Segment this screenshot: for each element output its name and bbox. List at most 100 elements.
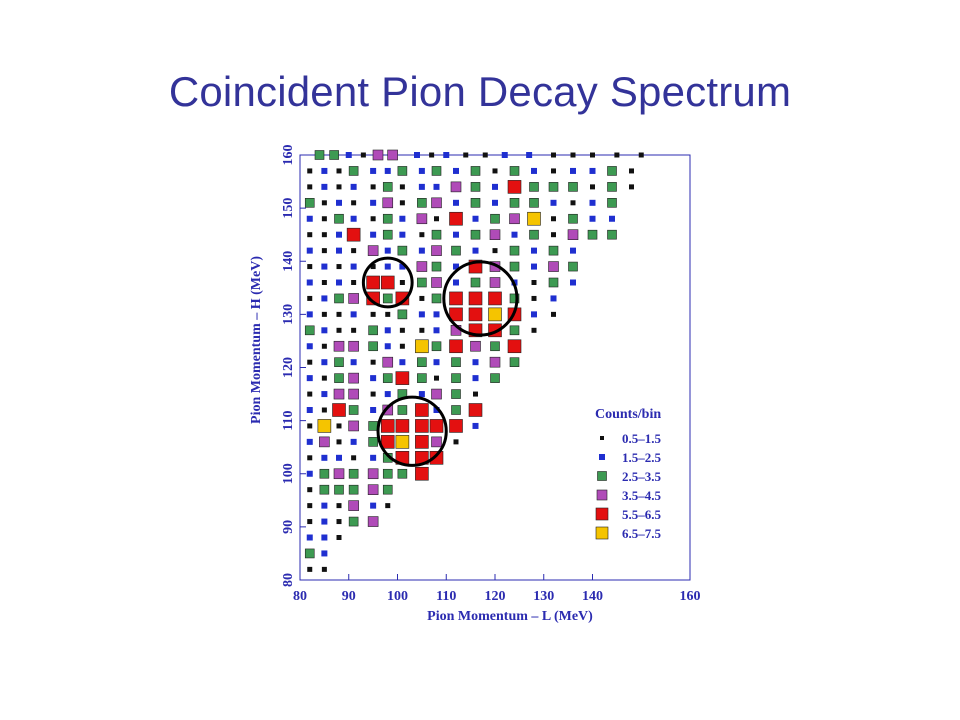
data-point: [501, 152, 508, 158]
data-point: [345, 152, 352, 158]
data-point: [488, 291, 502, 306]
data-point: [370, 391, 376, 397]
data-point: [489, 356, 501, 368]
data-point: [527, 211, 541, 226]
highlight-circle: [361, 256, 414, 309]
data-point: [382, 373, 393, 383]
data-point: [321, 518, 328, 525]
data-point: [321, 327, 328, 334]
data-point: [429, 451, 444, 465]
data-point: [470, 340, 481, 352]
data-point: [304, 198, 315, 208]
data-point: [570, 200, 576, 206]
data-point: [332, 403, 346, 417]
data-point: [397, 245, 408, 256]
data-point: [306, 375, 313, 382]
data-point: [346, 227, 361, 242]
data-point: [384, 167, 391, 174]
data-point: [307, 503, 313, 509]
data-point: [492, 168, 498, 174]
data-point: [417, 357, 427, 367]
data-point: [570, 152, 576, 158]
pion-decay-chart: 80 90 100 110 120 130 140 160 80 90 100 110 120 130 14…: [249, 145, 701, 625]
data-point: [490, 373, 500, 383]
data-point: [531, 263, 537, 270]
data-point: [550, 199, 557, 206]
data-point: [587, 229, 598, 240]
y-tick-label: 150: [281, 198, 296, 219]
legend-title: Counts/bin: [595, 407, 661, 422]
data-point: [451, 245, 461, 256]
data-point: [472, 375, 479, 382]
data-point: [321, 534, 328, 541]
data-point: [453, 231, 459, 238]
data-point: [451, 373, 461, 383]
data-point: [385, 503, 391, 509]
legend-swatch: [599, 454, 605, 460]
data-point: [370, 502, 377, 509]
x-tick-label: 80: [293, 589, 307, 604]
legend-swatch: [597, 471, 607, 481]
legend-swatch: [595, 526, 609, 540]
data-point: [384, 263, 391, 270]
data-point: [607, 166, 617, 176]
data-point: [367, 468, 379, 480]
y-tick-label: 160: [281, 145, 296, 166]
data-point: [348, 500, 359, 511]
data-point: [590, 184, 595, 190]
data-point: [548, 261, 559, 272]
data-point: [607, 229, 617, 240]
data-point: [336, 279, 342, 286]
data-point: [319, 484, 330, 495]
data-point: [321, 167, 328, 174]
data-point: [317, 419, 332, 433]
data-point: [415, 339, 429, 354]
data-point: [321, 343, 327, 349]
data-point: [551, 152, 556, 158]
data-point: [529, 198, 539, 208]
data-point: [351, 327, 357, 333]
data-point: [431, 277, 442, 288]
data-point: [568, 261, 578, 272]
data-point: [336, 439, 342, 445]
data-point: [431, 197, 442, 209]
data-point: [307, 264, 313, 270]
data-point: [367, 484, 379, 495]
data-point: [472, 215, 479, 222]
legend: Counts/bin 0.5–1.5 1.5–2.5 2.5–3.5 3.5–4.5 5…: [595, 407, 662, 541]
data-point: [368, 437, 378, 447]
data-point: [551, 311, 556, 317]
data-point: [526, 152, 533, 158]
x-tick-label: 140: [582, 589, 603, 604]
data-point: [418, 183, 425, 190]
data-point: [551, 232, 556, 238]
data-point: [567, 229, 579, 240]
data-point: [336, 503, 342, 509]
data-point: [370, 375, 377, 382]
data-point: [321, 359, 328, 366]
data-point: [307, 519, 313, 525]
data-point: [382, 468, 393, 479]
data-point: [397, 166, 408, 176]
data-point: [319, 436, 330, 448]
data-point: [473, 391, 478, 397]
data-point: [395, 419, 410, 433]
data-point: [529, 229, 539, 240]
data-point: [590, 152, 595, 158]
data-point: [470, 277, 481, 288]
data-point: [570, 279, 576, 286]
data-point: [370, 359, 376, 365]
data-point: [570, 247, 576, 254]
data-point: [418, 167, 425, 174]
data-point: [607, 198, 617, 208]
data-point: [306, 407, 313, 413]
data-point: [351, 455, 357, 461]
data-point: [367, 516, 379, 527]
x-tick-label: 100: [387, 589, 408, 604]
y-tick-label: 80: [281, 573, 296, 587]
data-point: [531, 247, 537, 254]
data-point: [449, 419, 463, 433]
data-point: [449, 339, 463, 354]
data-point: [397, 405, 408, 415]
data-point: [384, 247, 391, 254]
